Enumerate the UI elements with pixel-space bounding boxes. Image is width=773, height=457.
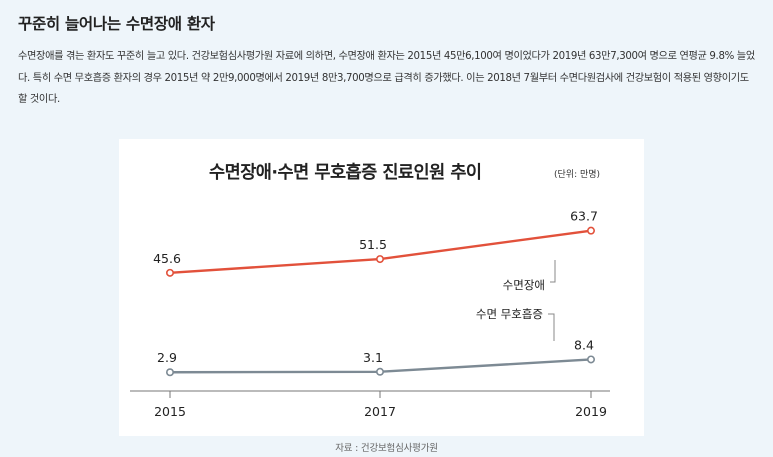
data-point <box>165 368 174 377</box>
data-label: 8.4 <box>574 337 594 352</box>
x-tick-label: 2015 <box>154 404 186 419</box>
line-chart: 수면장애·수면 무호흡증 진료인원 추이 (단위: 만명) 2015 2017 20… <box>130 162 610 419</box>
x-tick-label: 2017 <box>364 404 396 419</box>
series-label-sleep-disorder: 수면장애 <box>503 278 545 292</box>
callout-leader <box>548 313 555 341</box>
data-label: 2.9 <box>157 350 177 365</box>
article-paragraph: 수면장애를 겪는 환자도 꾸준히 늘고 있다. 건강보험심사평가원 자료에 의하… <box>18 51 755 105</box>
data-point <box>586 226 595 235</box>
article-headline: 꾸준히 늘어나는 수면장애 환자 <box>18 15 215 33</box>
callout-leader <box>550 260 556 283</box>
data-point <box>586 355 595 364</box>
series-label-sleep-apnea: 수면 무호흡증 <box>476 307 543 321</box>
chart-title: 수면장애·수면 무호흡증 진료인원 추이 <box>209 162 482 183</box>
data-label: 51.5 <box>359 237 387 252</box>
data-point <box>375 255 384 264</box>
data-point <box>165 268 174 277</box>
source-note: 자료 : 건강보험심사평가원 <box>335 443 438 454</box>
data-label: 45.6 <box>153 251 181 266</box>
chart-card: 수면장애·수면 무호흡증 진료인원 추이 (단위: 만명) 2015 2017 20… <box>119 139 644 436</box>
data-label: 3.1 <box>363 350 383 365</box>
data-point <box>375 367 384 376</box>
x-tick-label: 2019 <box>575 404 607 419</box>
data-label: 63.7 <box>570 209 598 224</box>
chart-unit: (단위: 만명) <box>554 169 600 180</box>
